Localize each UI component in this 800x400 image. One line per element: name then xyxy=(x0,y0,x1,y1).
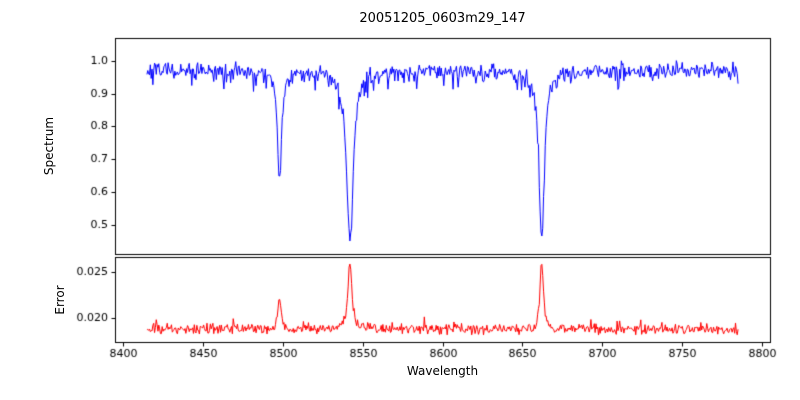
y-axis-label-spectrum: Spectrum xyxy=(42,116,56,176)
y-axis-label-error: Error xyxy=(53,285,67,315)
x-axis-label: Wavelength xyxy=(406,364,479,378)
chart-title: 20051205_0603m29_147 xyxy=(359,11,526,26)
